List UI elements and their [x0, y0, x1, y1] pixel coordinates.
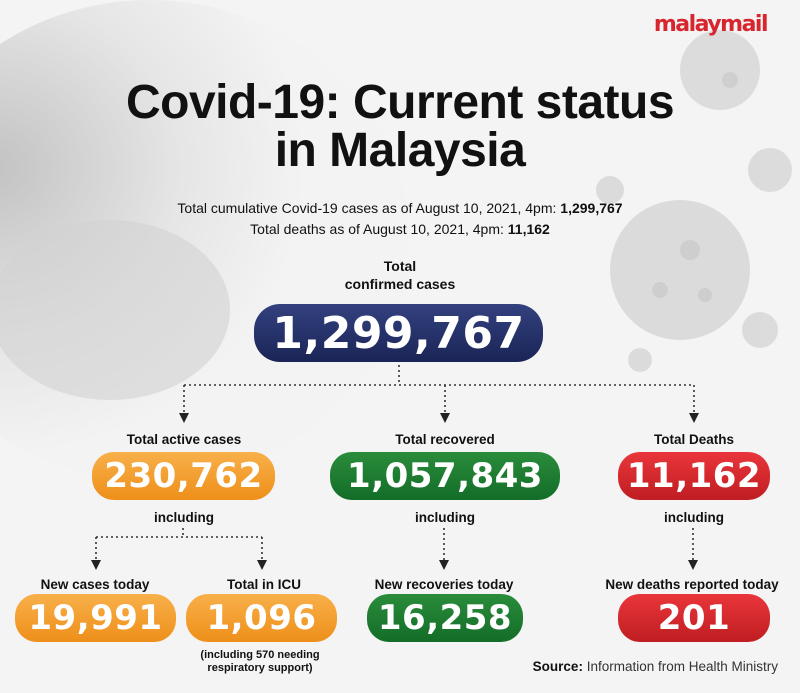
new-cases-label: New cases today — [40, 577, 150, 592]
brand-logo[interactable]: malaymail — [653, 12, 769, 37]
active-including: including — [154, 510, 214, 525]
recovered-pill: 1,057,843 — [330, 452, 560, 500]
deaths-label: Total Deaths — [653, 432, 734, 447]
deaths-including: including — [664, 510, 724, 525]
total-label-line2: confirmed cases — [344, 276, 456, 292]
active-label: Total active cases — [126, 432, 242, 447]
recovered-including: including — [415, 510, 475, 525]
new-deaths-label: New deaths reported today — [605, 577, 779, 592]
icu-note-line2: respiratory support) — [207, 662, 313, 674]
source-label: Source: — [532, 659, 583, 674]
icu-note-line1: (including 570 needing — [200, 649, 320, 661]
subtitle-deaths-text: Total deaths as of August 10, 2021, 4pm: — [250, 221, 508, 237]
total-confirmed-pill: 1,299,767 — [254, 304, 543, 362]
new-cases-pill: 19,991 — [15, 594, 176, 642]
subtitle-cumulative-text: Total cumulative Covid-19 cases as of Au… — [177, 200, 561, 216]
virus-icon — [596, 30, 792, 372]
icu-pill: 1,096 — [186, 594, 337, 642]
recovered-label: Total recovered — [395, 432, 495, 447]
subtitle-cumulative: Total cumulative Covid-19 cases as of Au… — [0, 200, 800, 216]
new-recoveries-pill: 16,258 — [367, 594, 523, 642]
total-label-line1: Total — [383, 258, 417, 274]
page-title-line2: in Malaysia — [274, 124, 526, 177]
source-credit: Source: Information from Health Ministry — [533, 659, 778, 674]
page-title-line1: Covid-19: Current status — [125, 76, 675, 129]
subtitle-deaths: Total deaths as of August 10, 2021, 4pm:… — [0, 221, 800, 237]
new-recoveries-label: New recoveries today — [374, 577, 514, 592]
new-deaths-pill: 201 — [618, 594, 770, 642]
subtitle-deaths-value: 11,162 — [507, 221, 550, 237]
source-text: Information from Health Ministry — [582, 659, 778, 674]
deaths-pill: 11,162 — [618, 452, 770, 500]
icu-label: Total in ICU — [227, 577, 301, 592]
subtitle-cumulative-value: 1,299,767 — [560, 200, 623, 216]
active-cases-pill: 230,762 — [92, 452, 275, 500]
